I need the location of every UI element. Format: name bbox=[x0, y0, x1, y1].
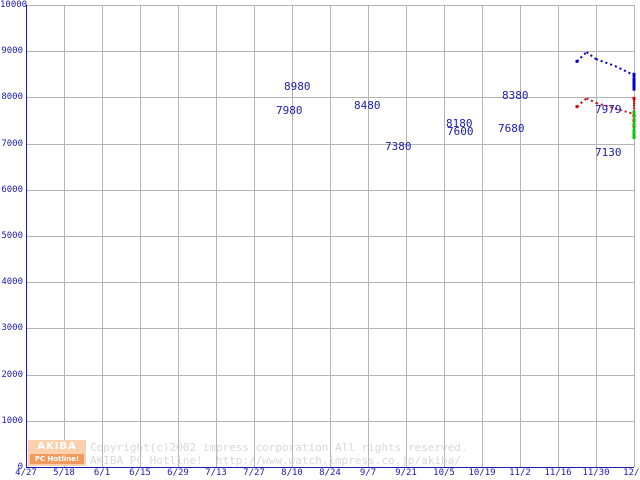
y-tick-5000: 5000 bbox=[1, 231, 23, 241]
data-label-7600: 7600 bbox=[447, 125, 474, 138]
x-tick-4-27: 4/27 bbox=[15, 468, 37, 478]
y-tick-1000: 1000 bbox=[1, 415, 23, 426]
y-tick-9000: 9000 bbox=[1, 46, 23, 57]
y-tick-3000: 3000 bbox=[1, 323, 23, 334]
x-tick-6-29: 6/29 bbox=[167, 468, 189, 478]
x-tick-9-7: 9/7 bbox=[359, 468, 377, 478]
credit-block: AKIBA PC Hotline! Copyright(c)2002 impre… bbox=[28, 440, 640, 470]
data-label-7680: 7680 bbox=[498, 122, 525, 135]
x-tick-7-27: 7/27 bbox=[243, 468, 265, 478]
data-label-7380: 7380 bbox=[385, 140, 412, 153]
data-label-8980: 8980 bbox=[284, 80, 311, 93]
x-tick-5-18: 5/18 bbox=[53, 468, 75, 478]
x-tick-8-10: 8/10 bbox=[281, 468, 303, 478]
x-tick-11-16: 11/16 bbox=[544, 468, 572, 478]
x-tick-10-5: 10/5 bbox=[433, 468, 455, 478]
data-label-7980: 7980 bbox=[276, 104, 303, 117]
data-label-8380: 8380 bbox=[502, 89, 529, 102]
y-tick-0: 0 bbox=[17, 462, 23, 472]
x-tick-9-21: 9/21 bbox=[395, 468, 417, 478]
data-label-8480: 8480 bbox=[354, 99, 381, 112]
y-tick-8000: 8000 bbox=[1, 92, 23, 103]
y-tick-2000: 2000 bbox=[1, 369, 23, 380]
data-label-8180: 8180 bbox=[446, 117, 473, 130]
chart-axes bbox=[26, 5, 634, 468]
x-tick-7-13: 7/13 bbox=[205, 468, 227, 478]
y-tick-7000: 7000 bbox=[1, 138, 23, 149]
y-tick-4000: 4000 bbox=[1, 277, 23, 288]
copyright-text: Copyright(c)2002 impress corporation All… bbox=[90, 441, 468, 454]
source-url-text: AKIBA PC Hotline! http://www.watch.impre… bbox=[90, 454, 461, 467]
x-tick-10-19: 10/19 bbox=[468, 468, 496, 478]
y-tick-10000: 10000 bbox=[0, 0, 28, 10]
x-tick-11-2: 11/2 bbox=[509, 468, 531, 478]
y-tick-6000: 6000 bbox=[1, 184, 23, 195]
x-tick-6-1: 6/1 bbox=[93, 468, 111, 478]
logo-subtitle: PC Hotline! bbox=[30, 454, 84, 464]
x-tick-8-24: 8/24 bbox=[319, 468, 341, 478]
akiba-pc-hotline-logo: AKIBA PC Hotline! bbox=[28, 440, 86, 466]
x-tick-12-7: 12/7 bbox=[623, 468, 640, 478]
chart-gridlines bbox=[26, 5, 635, 468]
data-label-7130: 7130 bbox=[595, 146, 622, 159]
chart-series-group bbox=[575, 51, 636, 140]
x-tick-6-15: 6/15 bbox=[129, 468, 151, 478]
data-label-7979: 7979 bbox=[595, 103, 622, 116]
logo-title: AKIBA bbox=[37, 441, 77, 452]
x-tick-11-30: 11/30 bbox=[582, 468, 610, 478]
